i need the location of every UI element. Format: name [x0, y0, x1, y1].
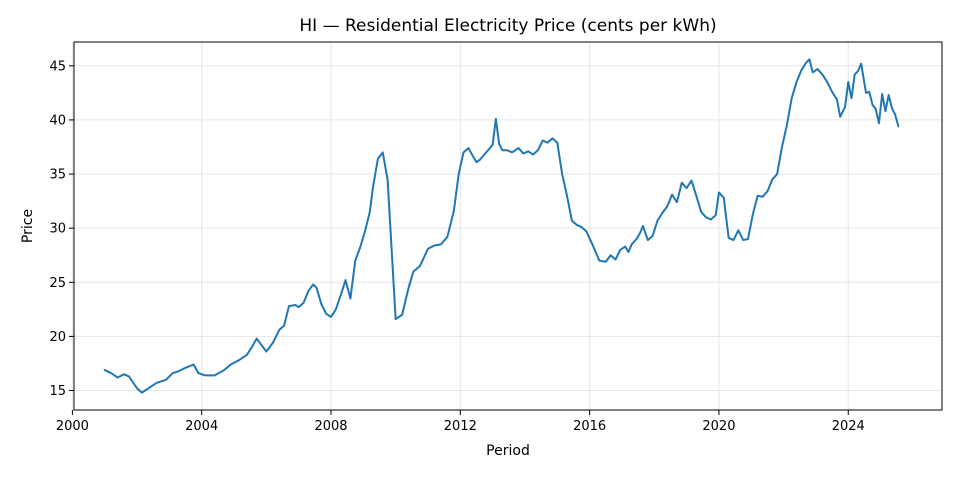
- y-axis: 15 20 25 30 35 40 45: [49, 59, 74, 399]
- x-tick-label: 2004: [185, 419, 218, 434]
- x-axis-label: Period: [486, 443, 530, 459]
- y-axis-label: Price: [20, 209, 36, 243]
- x-tick-label: 2012: [444, 419, 477, 434]
- x-tick-label: 2020: [702, 419, 735, 434]
- y-tick-label: 45: [49, 59, 66, 74]
- plot-frame: [73, 41, 943, 411]
- price-series-line: [103, 58, 900, 394]
- y-tick-label: 25: [49, 276, 66, 291]
- y-tick-label: 15: [49, 384, 66, 399]
- x-axis: 2000 2004 2008 2012 2016 2020 2024: [56, 410, 865, 434]
- x-tick-label: 2024: [832, 419, 865, 434]
- x-tick-label: 2016: [573, 419, 606, 434]
- x-tick-label: 2000: [56, 419, 89, 434]
- x-tick-label: 2008: [314, 419, 347, 434]
- chart-title: HI — Residential Electricity Price (cent…: [299, 16, 716, 36]
- y-tick-label: 30: [49, 222, 66, 237]
- y-tick-label: 40: [49, 113, 66, 128]
- series-layer: [103, 58, 900, 394]
- y-tick-label: 35: [49, 168, 66, 183]
- grid: [71, 42, 942, 410]
- y-tick-label: 20: [49, 330, 66, 345]
